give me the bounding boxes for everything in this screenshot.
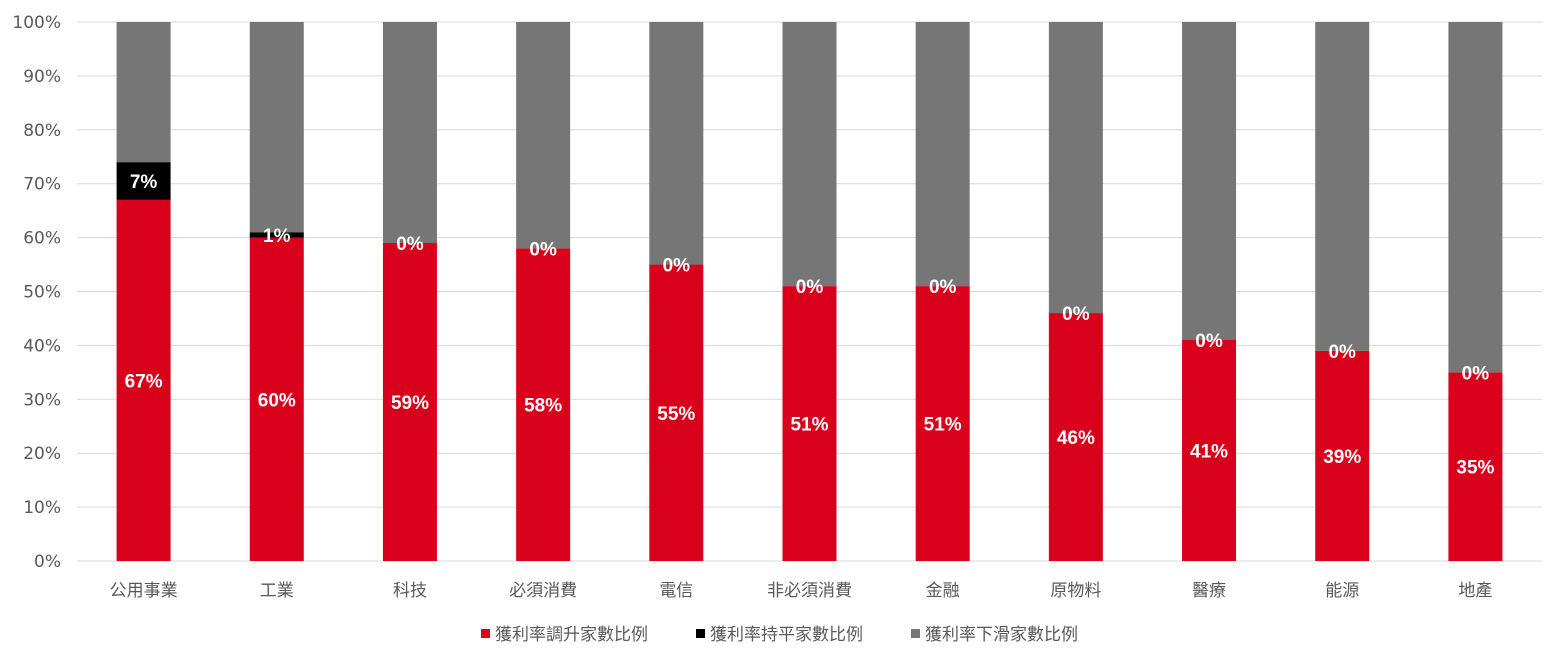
data-label: 7% [130,172,158,193]
x-tick-label: 必須消費 [509,581,577,601]
bar-segment [516,22,571,249]
bar-segment [116,22,171,163]
legend-label: 獲利率持平家數比例 [710,625,863,645]
data-label: 0% [529,239,557,260]
data-label: 51% [924,415,962,436]
y-tick-label: 40% [23,336,61,356]
data-label: 67% [125,371,163,392]
x-tick-label: 原物料 [1050,581,1101,601]
x-tick-label: 工業 [260,581,294,601]
bar-segment [249,237,304,561]
bar-segment [649,22,704,265]
bar-segment [915,22,970,287]
bar-segment [249,22,304,233]
x-tick-label: 電信 [659,581,693,601]
y-tick-label: 100% [12,13,61,33]
y-tick-label: 10% [23,498,61,518]
bar-segment [516,248,571,561]
data-label: 0% [1328,342,1356,363]
bar-segment [382,22,437,243]
y-tick-label: 90% [23,67,61,87]
bar-segment [782,22,837,287]
y-tick-label: 50% [23,283,61,303]
x-tick-label: 能源 [1325,581,1359,601]
legend: 獲利率調升家數比例 獲利率持平家數比例 獲利率下滑家數比例 [481,625,1078,645]
x-tick-label: 金融 [926,581,960,601]
legend-label: 獲利率調升家數比例 [495,625,648,645]
x-tick-label: 非必須消費 [767,581,852,601]
bar-segment [1448,372,1503,561]
data-label: 0% [663,256,691,277]
y-tick-label: 30% [23,390,61,410]
data-label: 46% [1057,428,1095,449]
data-label: 0% [1195,331,1223,352]
y-tick-label: 20% [23,444,61,464]
data-label: 0% [796,277,824,298]
legend-swatch [696,629,705,638]
data-label: 60% [258,390,296,411]
data-label: 0% [1062,304,1090,325]
y-tick-label: 80% [23,121,61,141]
data-label: 41% [1190,442,1228,463]
bar-segment [782,286,837,561]
y-tick-label: 60% [23,229,61,249]
x-tick-label: 地產 [1458,581,1492,601]
data-label: 0% [1462,363,1490,384]
data-label: 58% [524,396,562,417]
legend-swatch [481,629,490,638]
bars: 67% 7% 60% 1% 59% 0% 58% 0% 55% 0% 51% 0% 51% 0% 46% 0%… [116,22,1503,562]
x-tick-label: 公用事業 [110,581,178,601]
data-label: 1% [263,226,291,247]
data-label: 35% [1456,458,1494,479]
data-label: 0% [396,234,424,255]
data-label: 51% [790,415,828,436]
bar-segment [382,242,437,562]
bar-segment [1448,22,1503,373]
x-tick-label: 科技 [393,581,427,601]
bar-segment [1315,22,1370,351]
bar-segment [1182,340,1237,561]
bar-segment [116,162,171,200]
y-axis: 0% 10% 20% 30% 40% 50% 60% 70% 80% 90% 100% [12,13,61,572]
x-axis: 公用事業 工業 科技 必須消費 電信 非必須消費 金融 原物料 醫療 能源 地產 [110,581,1493,601]
bar-segment [1182,22,1237,341]
x-tick-label: 醫療 [1192,581,1226,601]
y-tick-label: 0% [34,552,61,572]
data-label: 0% [929,277,957,298]
bar-segment [915,286,970,561]
y-tick-label: 70% [23,175,61,195]
data-label: 55% [657,404,695,425]
bar-segment [116,199,171,561]
data-label: 59% [391,393,429,414]
legend-swatch [911,629,920,638]
legend-label: 獲利率下滑家數比例 [925,625,1078,645]
bar-segment [249,232,304,238]
bar-segment [1048,22,1103,314]
data-label: 39% [1323,447,1361,468]
bar-segment [1048,313,1103,561]
bar-segment [649,264,704,561]
bar-segment [1315,350,1370,561]
